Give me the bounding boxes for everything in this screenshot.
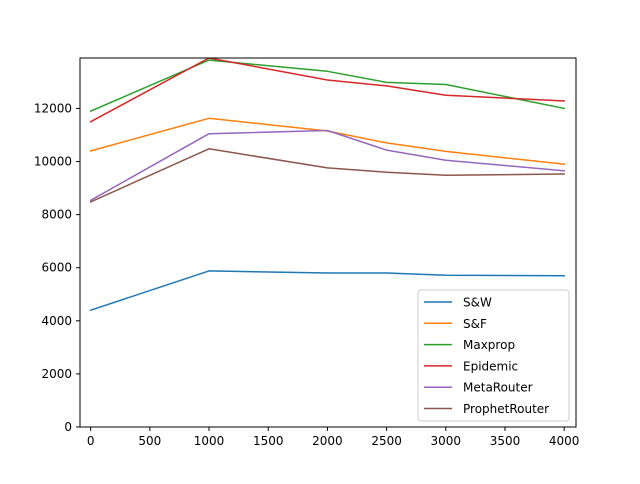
y-axis-ticks: 0 2000 4000 6000 8000 10000 12000 bbox=[34, 101, 80, 434]
legend-label-prophetrouter: ProphetRouter bbox=[463, 402, 549, 416]
series-line-s-f bbox=[89, 117, 566, 166]
legend-label-s-f: S&F bbox=[463, 317, 487, 331]
series-line-metarouter bbox=[89, 129, 566, 202]
legend-label-s-w: S&W bbox=[463, 296, 492, 310]
series-line-epidemic bbox=[89, 58, 565, 123]
x-tick-label: 2000 bbox=[312, 434, 343, 448]
legend-label-maxprop: Maxprop bbox=[463, 338, 515, 352]
y-tick-label: 6000 bbox=[41, 261, 72, 275]
y-tick-label: 12000 bbox=[34, 101, 72, 115]
y-tick-label: 4000 bbox=[41, 314, 72, 328]
x-tick-label: 3000 bbox=[431, 434, 462, 448]
series-line-prophetrouter bbox=[89, 148, 565, 203]
x-tick-label: 0 bbox=[87, 434, 95, 448]
legend-label-metarouter: MetaRouter bbox=[463, 381, 533, 395]
x-axis-ticks: 0 500 1000 1500 2000 2500 3000 3500 4000 bbox=[87, 427, 580, 448]
y-tick-label: 2000 bbox=[41, 367, 72, 381]
series-line-maxprop bbox=[89, 59, 566, 113]
x-tick-label: 1500 bbox=[253, 434, 284, 448]
y-tick-label: 0 bbox=[64, 420, 72, 434]
x-tick-label: 3500 bbox=[490, 434, 521, 448]
y-tick-label: 10000 bbox=[34, 155, 72, 169]
x-tick-label: 4000 bbox=[549, 434, 580, 448]
series-lines bbox=[89, 58, 566, 312]
x-tick-label: 500 bbox=[138, 434, 161, 448]
y-tick-label: 8000 bbox=[41, 208, 72, 222]
legend-box bbox=[417, 289, 570, 422]
axes-frame bbox=[79, 57, 577, 428]
legend: S&W S&F Maxprop Epidemic MetaRouter ProphetRo… bbox=[417, 289, 570, 422]
x-tick-label: 1000 bbox=[194, 434, 225, 448]
legend-label-epidemic: Epidemic bbox=[463, 359, 518, 373]
series-line-s-w bbox=[89, 270, 565, 312]
x-tick-label: 2500 bbox=[371, 434, 402, 448]
